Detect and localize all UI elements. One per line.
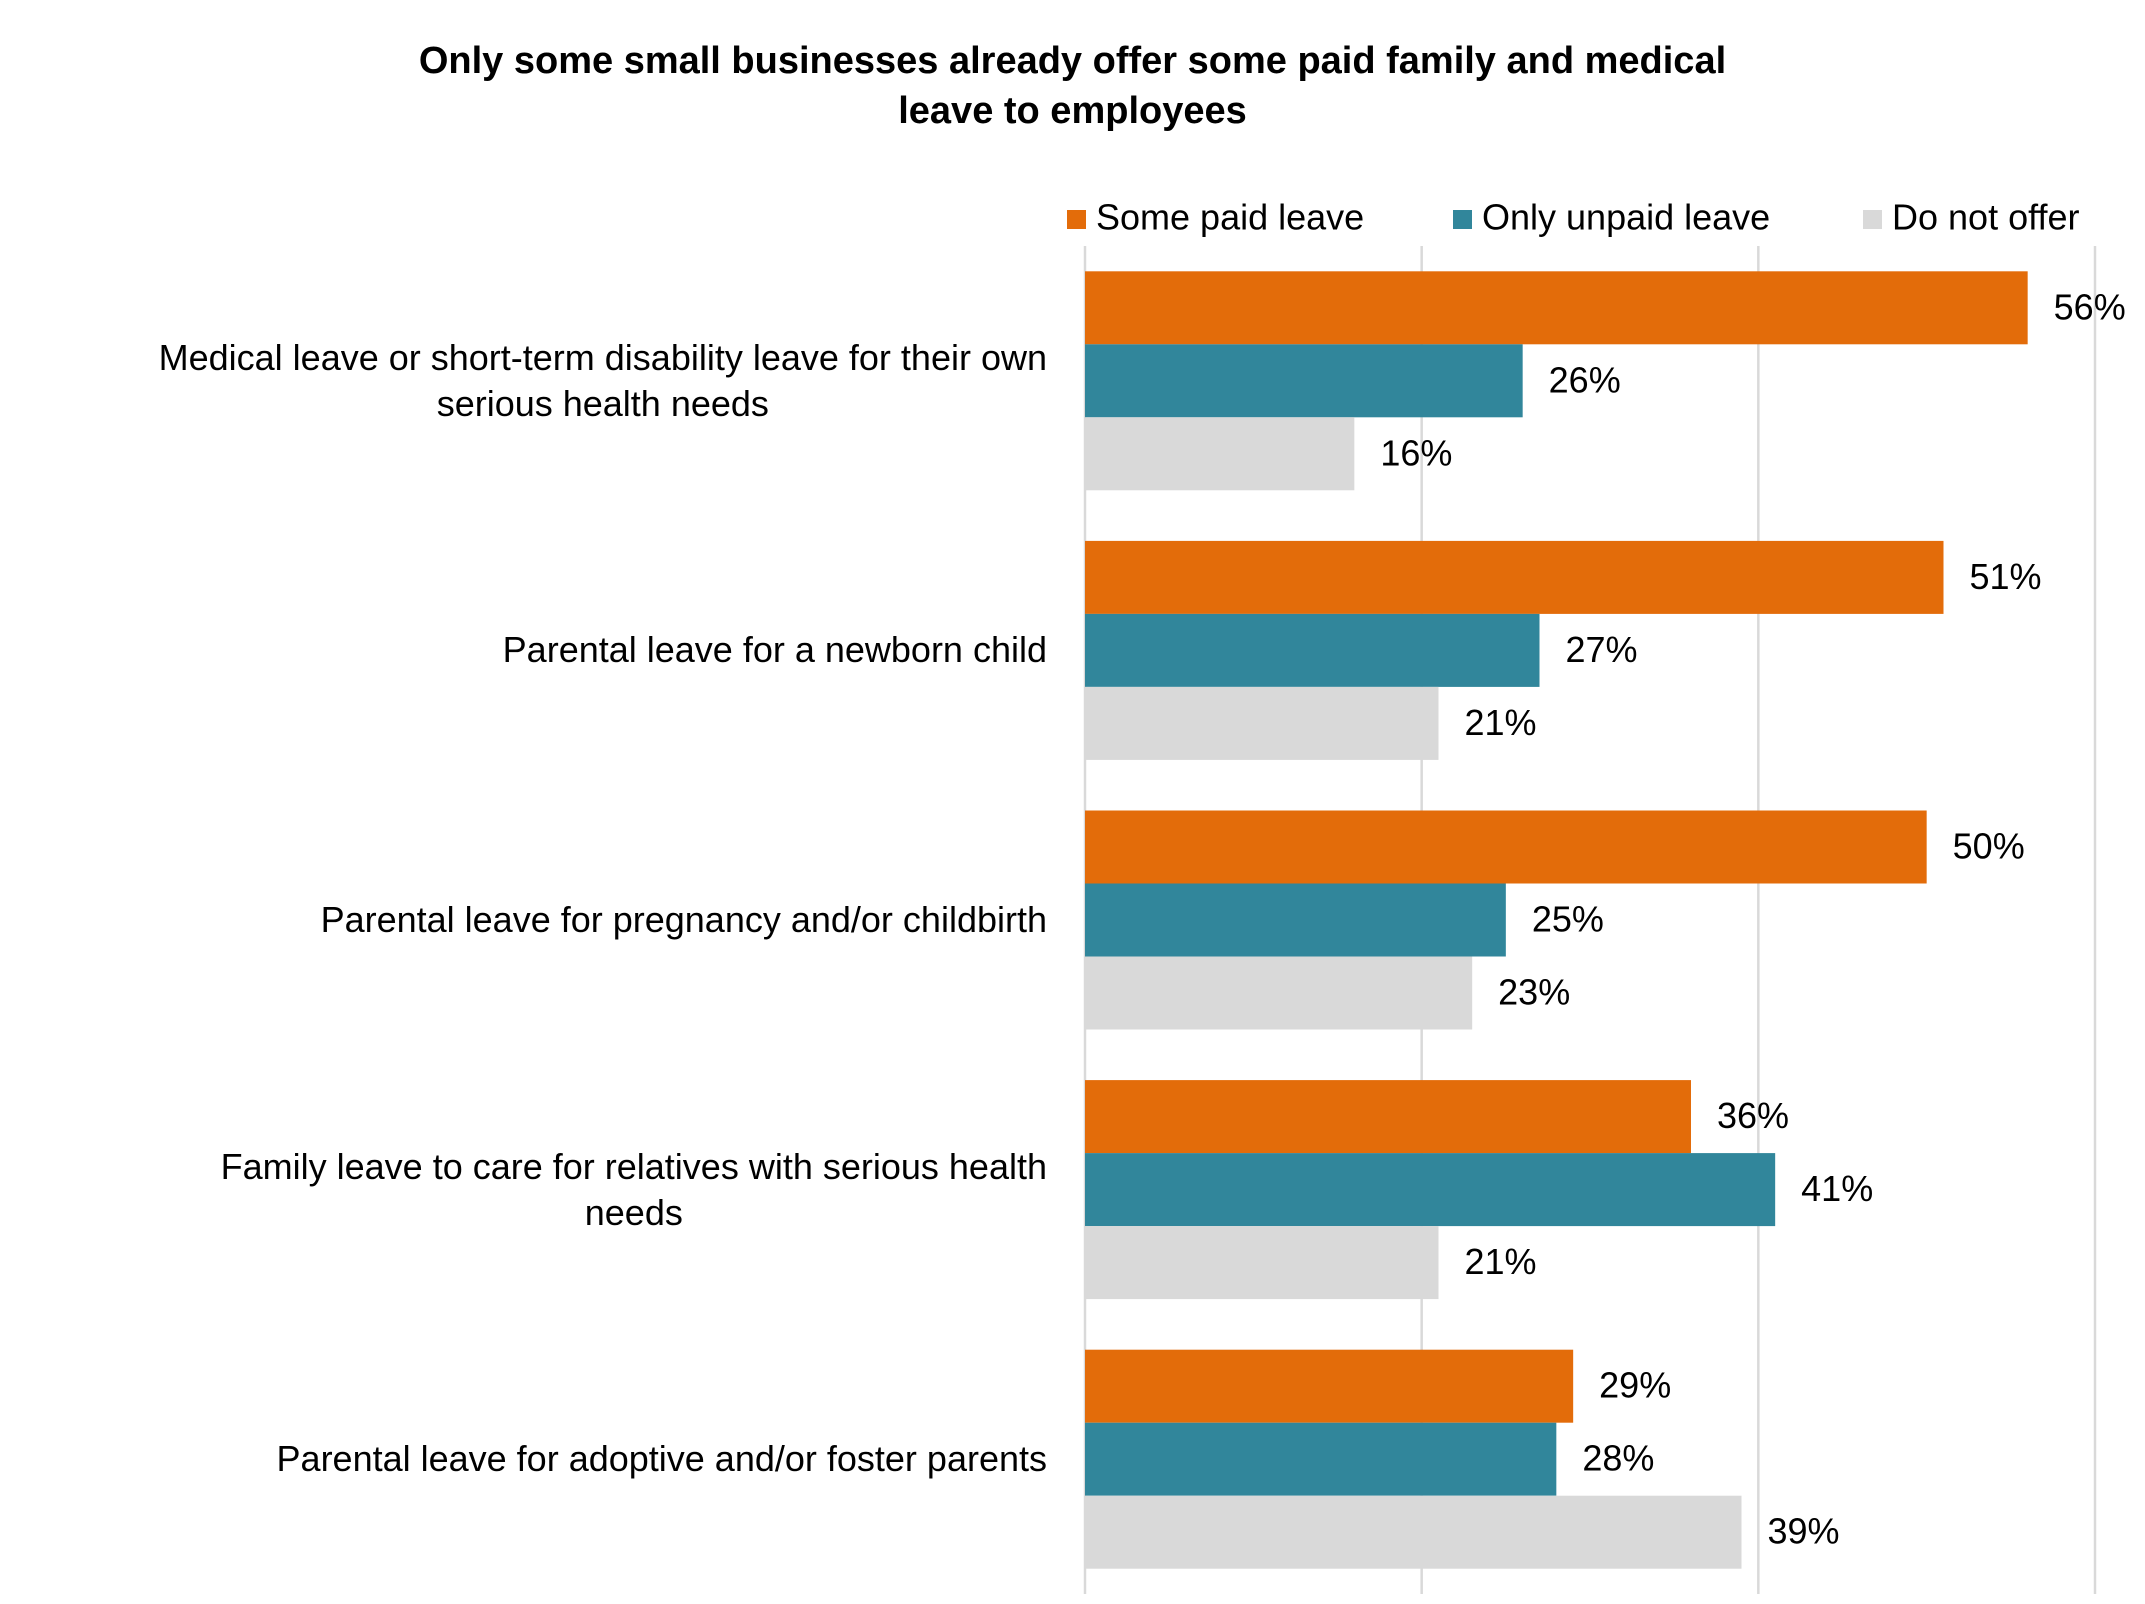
chart-title: Only some small businesses already offer… xyxy=(418,40,1727,132)
y-tick-label: Medical leave or short-term disability l… xyxy=(158,336,1047,424)
bar xyxy=(1085,1495,1742,1569)
value-label: 26% xyxy=(1549,359,1621,400)
category-label: Parental leave for pregnancy and/or chil… xyxy=(17,785,1047,1055)
bar xyxy=(1085,956,1473,1030)
category-label: Family leave to care for relatives with … xyxy=(17,1055,1047,1325)
bar xyxy=(1085,1080,1691,1154)
y-tick-label: Parental leave for pregnancy and/or chil… xyxy=(320,898,1047,940)
bar xyxy=(1085,883,1506,957)
legend-label: Only unpaid leave xyxy=(1482,197,1770,238)
bar xyxy=(1085,1226,1439,1300)
value-label: 23% xyxy=(1498,972,1570,1013)
value-label: 25% xyxy=(1532,899,1604,940)
bar xyxy=(1085,810,1927,884)
y-tick-label: Parental leave for adoptive and/or foste… xyxy=(276,1438,1047,1480)
value-label: 27% xyxy=(1566,629,1638,670)
bar xyxy=(1085,1349,1574,1423)
bar xyxy=(1085,1153,1776,1227)
value-label: 39% xyxy=(1768,1511,1840,1552)
bar xyxy=(1085,1422,1557,1496)
value-label: 51% xyxy=(1970,556,2042,597)
value-label: 21% xyxy=(1465,1241,1537,1282)
legend-label: Some paid leave xyxy=(1096,197,1364,238)
legend-swatch xyxy=(1453,210,1472,229)
legend-swatch xyxy=(1067,210,1086,229)
category-label: Parental leave for adoptive and/or foste… xyxy=(17,1324,1047,1594)
value-label: 28% xyxy=(1582,1438,1654,1479)
value-label: 16% xyxy=(1380,432,1452,473)
value-label: 56% xyxy=(2054,286,2126,327)
y-tick-label: Family leave to care for relatives with … xyxy=(220,1145,1047,1233)
value-label: 41% xyxy=(1801,1168,1873,1209)
bar xyxy=(1085,271,2028,345)
category-label: Parental leave for a newborn child xyxy=(17,516,1047,786)
value-label: 36% xyxy=(1717,1095,1789,1136)
bar xyxy=(1085,344,1523,418)
bar xyxy=(1085,686,1439,760)
value-label: 21% xyxy=(1465,702,1537,743)
value-label: 29% xyxy=(1599,1365,1671,1406)
category-label: Medical leave or short-term disability l… xyxy=(17,246,1047,516)
bar xyxy=(1085,613,1540,687)
value-label: 50% xyxy=(1953,826,2025,867)
bar xyxy=(1085,417,1355,491)
legend-label: Do not offer xyxy=(1892,197,2079,238)
bar xyxy=(1085,540,1944,614)
y-tick-label: Parental leave for a newborn child xyxy=(502,629,1047,671)
legend-swatch xyxy=(1863,210,1882,229)
